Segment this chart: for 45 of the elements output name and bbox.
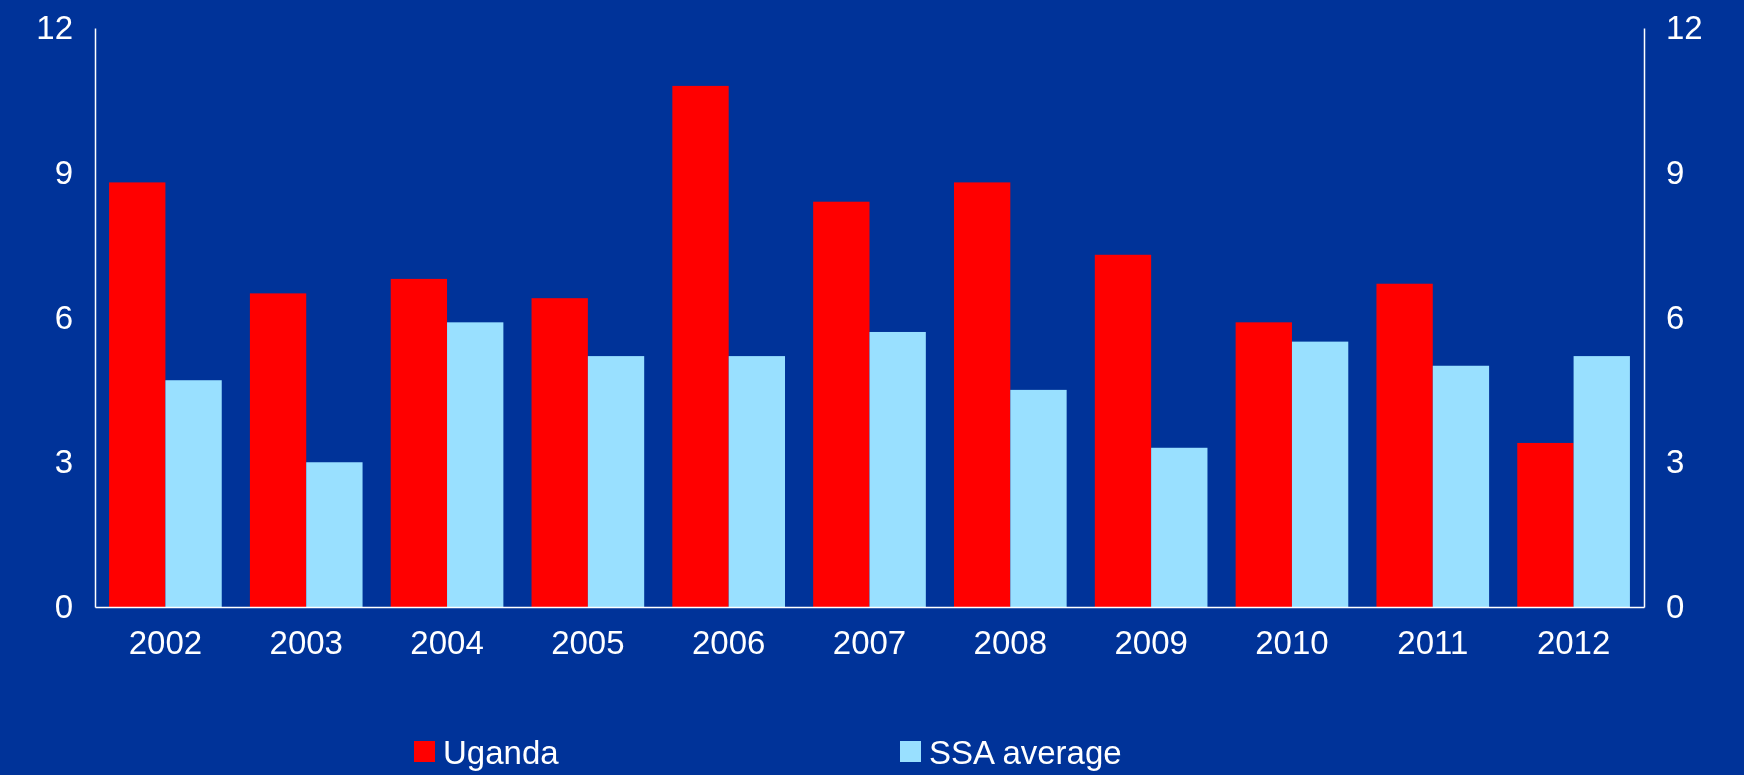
legend-label: Uganda (443, 734, 560, 771)
bar (1010, 389, 1067, 607)
x-tick-label: 2004 (410, 624, 484, 662)
bar (165, 380, 222, 607)
bar (1094, 254, 1152, 607)
y2-tick-label: 6 (1666, 298, 1685, 336)
y-tick-label: 9 (54, 153, 73, 191)
x-tick-label: 2003 (269, 624, 343, 662)
bar (531, 298, 588, 607)
x-tick-label: 2006 (691, 624, 766, 662)
bar (447, 322, 504, 607)
bar (587, 356, 645, 607)
bar (249, 293, 307, 607)
bar (869, 331, 926, 607)
bar (1235, 322, 1292, 607)
bar (306, 462, 363, 607)
y2-tick-label: 12 (1666, 9, 1703, 47)
x-tick-label: 2009 (1114, 624, 1188, 662)
bar (390, 278, 448, 607)
x-tick-label: 2007 (832, 624, 907, 662)
y2-tick-label: 9 (1666, 153, 1685, 191)
bar (672, 85, 729, 607)
bar (1573, 356, 1630, 607)
bar (1432, 365, 1490, 607)
y-tick-label: 3 (54, 443, 73, 481)
x-tick-label: 2002 (128, 624, 203, 662)
bar (1376, 283, 1433, 607)
bar (953, 182, 1011, 607)
x-tick-label: 2011 (1397, 624, 1469, 662)
y-tick-label: 12 (36, 9, 73, 47)
y2-tick-label: 0 (1666, 588, 1685, 626)
bar (728, 356, 786, 607)
bar (1517, 442, 1574, 607)
bar (1151, 447, 1208, 607)
bar (1291, 341, 1349, 607)
x-tick-label: 2008 (973, 624, 1048, 662)
x-tick-label: 2005 (551, 624, 625, 662)
bar (813, 201, 870, 607)
y-tick-label: 6 (54, 298, 73, 336)
y-tick-label: 0 (54, 588, 73, 626)
x-tick-label: 2010 (1255, 624, 1329, 662)
x-tick-label: 2012 (1536, 624, 1611, 662)
bar (109, 182, 166, 607)
legend-label: SSA average (929, 734, 1122, 771)
y2-tick-label: 3 (1666, 443, 1685, 481)
